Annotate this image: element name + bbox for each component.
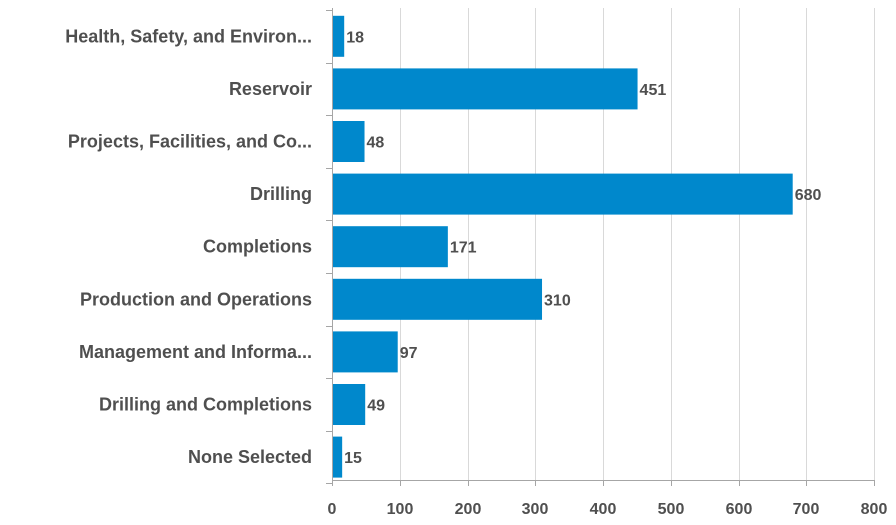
x-tick-label-200: 200 [455,501,482,518]
bar-4[interactable] [333,226,448,268]
x-tick-label-800: 800 [861,501,888,518]
category-label-3: Drilling [250,184,312,204]
bar-7[interactable] [333,384,366,425]
data-label-4: 171 [450,240,477,257]
x-tick-label-400: 400 [590,501,617,518]
data-label-2: 48 [367,135,385,152]
category-label-6: Management and Informa... [79,342,312,362]
x-tick-label-300: 300 [522,501,549,518]
data-label-7: 49 [367,398,385,415]
bar-6[interactable] [333,331,398,373]
x-tick-label-0: 0 [328,501,337,518]
x-tick-label-700: 700 [793,501,820,518]
x-tick-label-500: 500 [658,501,685,518]
data-label-1: 451 [640,82,667,99]
category-label-0: Health, Safety, and Environ... [65,26,312,46]
data-label-0: 18 [346,29,364,46]
category-label-4: Completions [203,237,312,257]
bar-1[interactable] [333,68,638,110]
category-label-2: Projects, Facilities, and Co... [68,132,312,152]
data-label-8: 15 [344,450,362,467]
data-label-3: 680 [795,187,822,204]
bar-0[interactable] [333,15,345,57]
data-label-5: 310 [544,292,571,309]
category-label-7: Drilling and Completions [99,395,312,415]
data-label-6: 97 [400,345,418,362]
x-tick-label-600: 600 [726,501,753,518]
category-label-5: Production and Operations [80,289,312,309]
category-label-1: Reservoir [229,79,312,99]
bar-3[interactable] [333,173,793,215]
bar-5[interactable] [333,278,543,320]
bar-2[interactable] [333,121,365,162]
bar-8[interactable] [333,436,343,478]
x-tick-label-100: 100 [387,501,414,518]
bars [333,15,793,478]
labels: 18 Health, Safety, and Environ... 451 Reser… [65,26,821,467]
category-label-8: None Selected [188,447,312,467]
axes: 0 100 200 300 400 500 600 700 800 [326,8,887,518]
